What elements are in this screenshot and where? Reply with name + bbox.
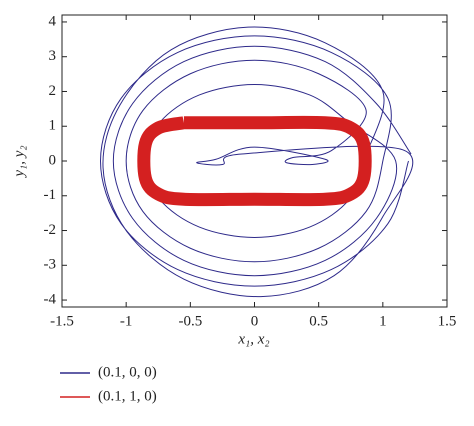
legend-label: (0.1, 1, 0) xyxy=(98,388,157,404)
y-tick-label: -1 xyxy=(44,187,57,203)
y-tick-label: 1 xyxy=(49,118,57,134)
x-tick-label: 1 xyxy=(379,313,387,329)
y-tick-label: -3 xyxy=(44,257,57,273)
legend-label: (0.1, 0, 0) xyxy=(98,364,157,380)
y-tick-label: 0 xyxy=(49,152,57,168)
x-tick-label: -1 xyxy=(120,313,133,329)
x-axis-label: x₁, x₂ xyxy=(237,331,269,347)
x-tick-label: -0.5 xyxy=(178,313,202,329)
y-tick-label: -2 xyxy=(44,222,57,238)
x-tick-label: 0.5 xyxy=(309,313,328,329)
series-line xyxy=(137,115,372,207)
y-tick-label: -4 xyxy=(44,291,57,307)
x-tick-label: -1.5 xyxy=(50,313,74,329)
x-tick-label: 0 xyxy=(251,313,259,329)
x-tick-label: 1.5 xyxy=(438,313,457,329)
y-axis-label: y₁, y₂ xyxy=(11,145,27,178)
y-tick-label: 4 xyxy=(49,13,57,29)
y-tick-label: 2 xyxy=(49,83,57,99)
y-tick-label: 3 xyxy=(49,48,57,64)
series-line xyxy=(100,26,414,298)
plot-frame xyxy=(61,14,448,308)
